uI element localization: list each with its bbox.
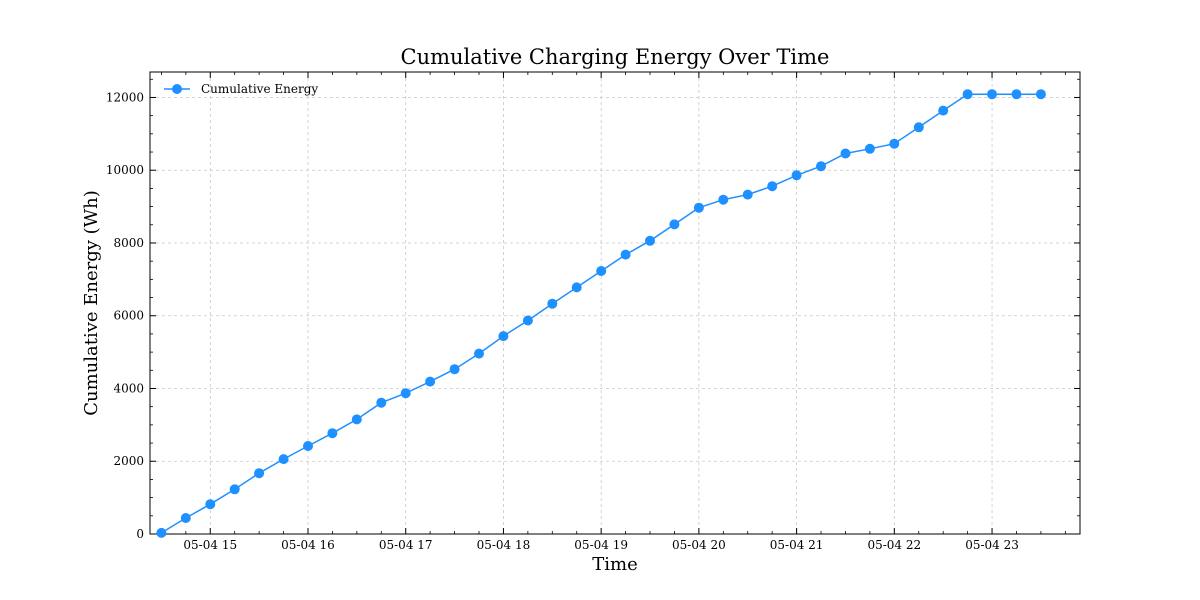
data-point [889, 138, 900, 149]
data-point [229, 484, 240, 495]
data-point [522, 315, 533, 326]
y-tick-label: 8000 [113, 236, 144, 250]
data-point [351, 414, 362, 425]
data-point [425, 376, 436, 387]
data-point [303, 441, 313, 451]
data-point [791, 170, 802, 181]
y-tick-label: 4000 [113, 381, 144, 395]
data-point [693, 202, 704, 213]
x-tick-label: 05-04 22 [867, 538, 921, 552]
data-point [180, 513, 191, 523]
legend-label: Cumulative Energy [201, 82, 318, 96]
y-axis-label: Cumulative Energy (Wh) [81, 190, 102, 416]
x-tick-label: 05-04 21 [770, 538, 824, 552]
grid [150, 72, 1080, 534]
data-point [254, 468, 265, 479]
data-point [913, 122, 924, 133]
x-tick-label: 05-04 17 [379, 538, 433, 552]
legend-marker [172, 84, 182, 94]
data-point [669, 219, 680, 230]
data-point [840, 148, 851, 159]
data-point [987, 89, 997, 100]
x-tick-label: 05-04 18 [477, 538, 531, 552]
data-point [547, 298, 558, 309]
data-point [864, 143, 875, 154]
data-point [474, 348, 484, 359]
data-point [449, 364, 460, 375]
x-tick-label: 05-04 16 [281, 538, 335, 552]
plot-frame [149, 71, 1081, 535]
x-tick-label: 05-04 20 [672, 538, 726, 552]
x-tick-label: 05-04 19 [574, 538, 628, 552]
data-point [571, 282, 582, 293]
data-point [1035, 89, 1046, 100]
data-point [620, 249, 631, 260]
chart-title: Cumulative Charging Energy Over Time [401, 45, 830, 69]
data-point [376, 397, 387, 408]
data-point [156, 527, 167, 538]
x-tick-label: 05-04 15 [183, 538, 237, 552]
y-tick-label: 10000 [106, 163, 144, 177]
y-tick-label: 6000 [113, 309, 144, 323]
data-point [742, 189, 753, 200]
data-point [205, 499, 216, 510]
x-tick-label: 05-04 23 [965, 538, 1019, 552]
legend: Cumulative Energy [164, 82, 318, 96]
data-point [1011, 89, 1022, 100]
series-layer [156, 89, 1046, 538]
y-tick-label: 0 [136, 527, 144, 541]
data-point [278, 454, 289, 465]
data-point [645, 235, 655, 246]
data-point [816, 161, 826, 172]
data-point [498, 331, 509, 342]
data-point [327, 428, 338, 439]
axis-ticks: 05-04 15 05-04 16 05-04 17 05-04 18 05-04 19… [106, 72, 1080, 552]
data-point [596, 266, 607, 276]
data-point [962, 89, 973, 100]
y-tick-label: 12000 [106, 90, 144, 104]
data-point [718, 194, 729, 205]
data-point [767, 181, 778, 192]
y-tick-label: 2000 [113, 454, 144, 468]
x-axis-label: Time [592, 554, 637, 575]
data-point [938, 105, 949, 116]
data-point [400, 388, 411, 399]
